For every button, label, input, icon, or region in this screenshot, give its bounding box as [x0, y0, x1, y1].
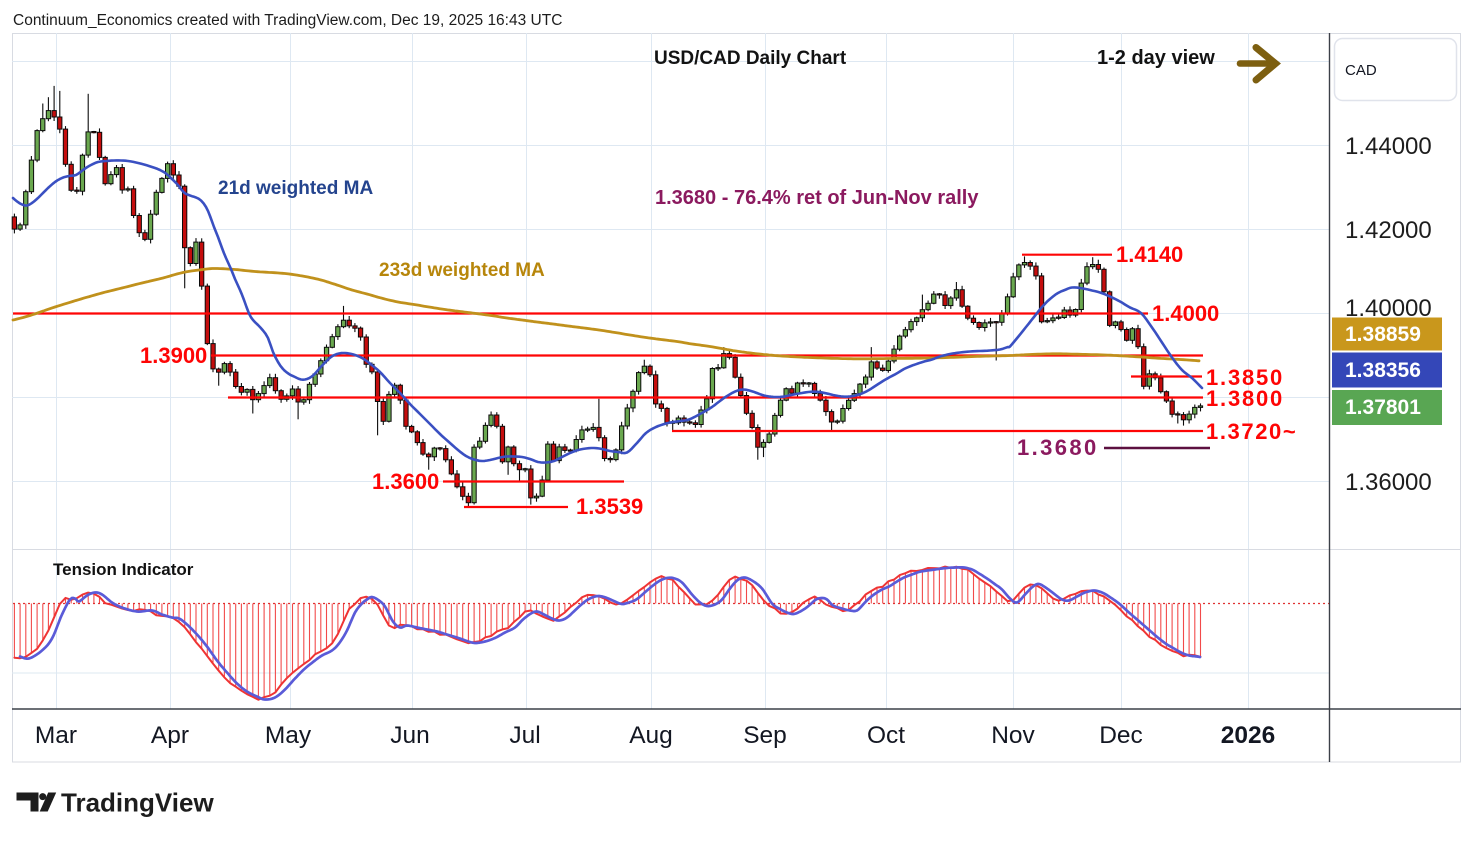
svg-text:Oct: Oct [867, 722, 905, 749]
svg-text:Sep: Sep [743, 722, 787, 749]
svg-text:1.36000: 1.36000 [1345, 469, 1432, 496]
svg-text:1.37801: 1.37801 [1345, 396, 1421, 419]
svg-text:1.44000: 1.44000 [1345, 133, 1432, 160]
svg-text:1.38859: 1.38859 [1345, 323, 1421, 346]
svg-text:1.4140: 1.4140 [1116, 242, 1183, 267]
svg-text:TradingView: TradingView [61, 788, 214, 818]
svg-text:1.3850: 1.3850 [1206, 365, 1284, 390]
svg-text:Tension Indicator: Tension Indicator [53, 560, 194, 579]
svg-text:Jul: Jul [509, 722, 540, 749]
svg-text:Apr: Apr [151, 722, 189, 749]
svg-text:1.3680: 1.3680 [1017, 435, 1099, 460]
svg-text:1.3800: 1.3800 [1206, 386, 1284, 411]
svg-text:Mar: Mar [35, 722, 77, 749]
svg-text:2026: 2026 [1221, 722, 1276, 749]
svg-text:1.3539: 1.3539 [576, 494, 643, 519]
svg-text:Aug: Aug [629, 722, 673, 749]
svg-text:Continuum_Economics created wi: Continuum_Economics created with Trading… [13, 12, 562, 29]
svg-text:1.3720~: 1.3720~ [1206, 419, 1297, 444]
svg-text:1.38356: 1.38356 [1345, 359, 1421, 382]
svg-text:CAD: CAD [1345, 62, 1377, 79]
svg-text:1-2 day view: 1-2 day view [1097, 47, 1215, 69]
svg-text:Jun: Jun [390, 722, 430, 749]
svg-text:1.3680 - 76.4% ret of Jun-Nov: 1.3680 - 76.4% ret of Jun-Nov rally [655, 187, 979, 209]
svg-text:1.4000: 1.4000 [1152, 301, 1219, 326]
svg-text:USD/CAD Daily Chart: USD/CAD Daily Chart [654, 48, 847, 69]
svg-text:233d weighted MA: 233d weighted MA [379, 260, 545, 281]
svg-text:1.3900: 1.3900 [140, 343, 207, 368]
svg-text:1.42000: 1.42000 [1345, 217, 1432, 244]
svg-text:May: May [265, 722, 312, 749]
svg-text:21d weighted MA: 21d weighted MA [218, 178, 373, 199]
svg-text:1.3600: 1.3600 [372, 469, 439, 494]
svg-text:Nov: Nov [991, 722, 1035, 749]
svg-text:Dec: Dec [1099, 722, 1143, 749]
